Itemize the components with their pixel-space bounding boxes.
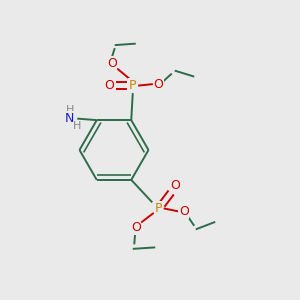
- Text: P: P: [129, 79, 136, 92]
- Text: O: O: [153, 78, 163, 91]
- Text: N: N: [65, 112, 74, 125]
- Text: H: H: [66, 105, 74, 115]
- Text: H: H: [73, 121, 81, 131]
- Text: O: O: [107, 57, 117, 70]
- Text: O: O: [179, 205, 189, 218]
- Text: O: O: [105, 79, 115, 92]
- Text: O: O: [131, 221, 141, 234]
- Text: P: P: [154, 202, 162, 215]
- Text: O: O: [171, 179, 181, 192]
